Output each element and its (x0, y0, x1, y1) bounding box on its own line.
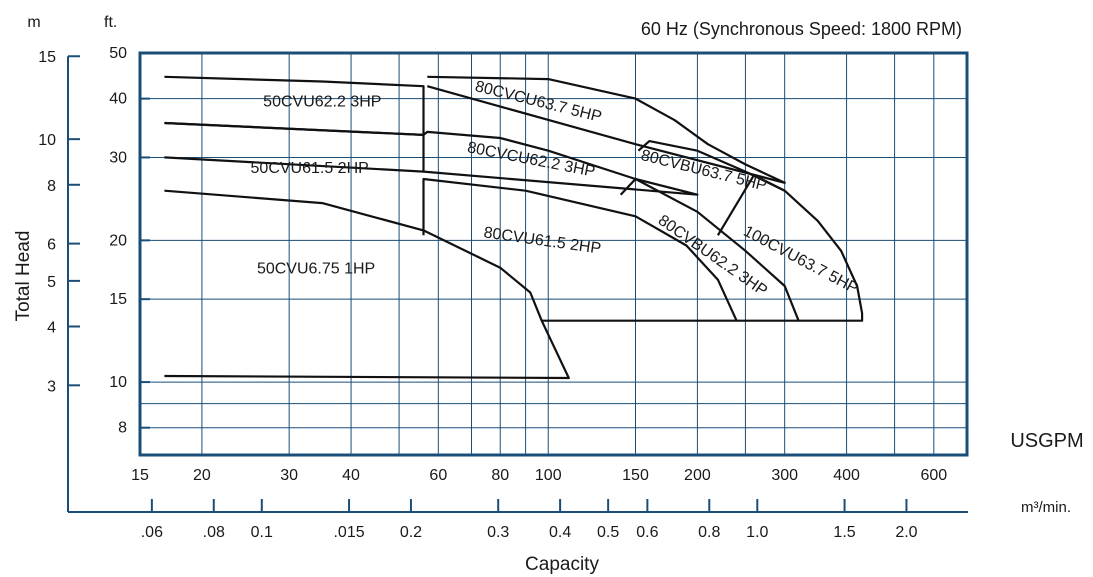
meter-tick-label: 4 (47, 319, 56, 336)
plot-frame (138, 51, 969, 457)
usgpm-tick-label: 80 (491, 467, 509, 484)
m3min-tick-label: 0.5 (597, 524, 619, 541)
usgpm-tick-label: 30 (280, 467, 298, 484)
series-label: 50CVU61.5 2HP (251, 160, 369, 177)
meter-tick-label: 5 (47, 274, 56, 291)
usgpm-tick-label: 40 (342, 467, 360, 484)
meter-tick-label: 10 (38, 132, 56, 149)
m3min-tick-label: 0.3 (487, 524, 509, 541)
pump-curves (164, 75, 864, 380)
y-axis-title: Total Head (13, 231, 34, 322)
series-label: 50CVU62.2 3HP (263, 93, 381, 110)
ft-tick-label: 30 (109, 149, 127, 166)
m3min-tick-label: 0.1 (251, 524, 273, 541)
series-outline (422, 130, 699, 196)
m3min-tick-label: 0.8 (698, 524, 720, 541)
ft-tick-label: 8 (118, 420, 127, 437)
series-outline (164, 121, 425, 173)
usgpm-tick-label: 15 (131, 467, 149, 484)
m3min-tick-label: .015 (333, 524, 364, 541)
m3min-tick-label: 0.4 (549, 524, 571, 541)
x-axis-title: Capacity (525, 554, 599, 575)
usgpm-tick-label: 60 (429, 467, 447, 484)
m3min-tick-label: 0.2 (400, 524, 422, 541)
usgpm-tick-label: 150 (622, 467, 649, 484)
series-outline (716, 174, 864, 322)
ft-tick-label: 20 (109, 232, 127, 249)
meter-tick-label: 15 (38, 49, 56, 66)
m3min-tick-label: 1.0 (746, 524, 768, 541)
meter-tick-label: 8 (47, 178, 56, 195)
usgpm-tick-label: 20 (193, 467, 211, 484)
m3min-tick-label: 0.6 (636, 524, 658, 541)
ft-tick-label: 10 (109, 374, 127, 391)
y-unit-ft: ft. (104, 14, 117, 31)
usgpm-tick-label: 300 (771, 467, 798, 484)
m3min-tick-label: 1.5 (833, 524, 855, 541)
m3min-tick-label: .08 (203, 524, 225, 541)
ft-tick-label: 40 (109, 91, 127, 108)
meter-tick-label: 6 (47, 237, 56, 254)
x-unit-m3min: m³/min. (1021, 499, 1071, 516)
m3min-tick-label: .06 (141, 524, 163, 541)
series-label: 50CVU6.75 1HP (257, 261, 375, 278)
x-unit-usgpm: USGPM (1010, 430, 1083, 452)
ft-tick-label: 15 (109, 291, 127, 308)
usgpm-tick-label: 100 (535, 467, 562, 484)
usgpm-tick-label: 400 (833, 467, 860, 484)
ft-tick-label: 50 (109, 45, 127, 62)
series-outline (164, 189, 570, 380)
axes: 8 10 15 20 30 40 50 3 4 5 6 8 10 15 15 20 30 40 60 80 100 150… (38, 45, 968, 541)
series-outline (427, 75, 786, 184)
usgpm-tick-label: 200 (684, 467, 711, 484)
usgpm-tick-label: 600 (920, 467, 947, 484)
series-outline (422, 177, 738, 322)
meter-tick-label: 3 (47, 378, 56, 395)
y-unit-m: m (27, 14, 40, 31)
m3min-tick-label: 2.0 (895, 524, 917, 541)
chart-subtitle: 60 Hz (Synchronous Speed: 1800 RPM) (641, 19, 962, 39)
